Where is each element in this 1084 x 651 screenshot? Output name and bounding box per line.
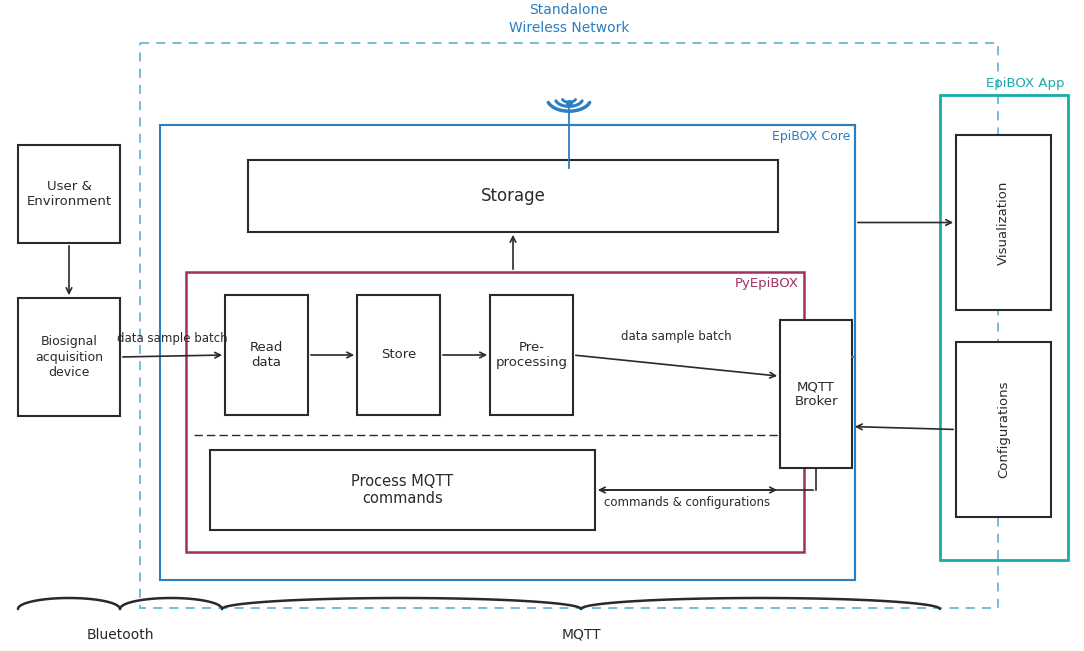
Bar bbox=[956, 135, 1051, 310]
Bar bbox=[160, 125, 855, 580]
Bar bbox=[940, 95, 1068, 560]
Text: PyEpiBOX: PyEpiBOX bbox=[735, 277, 799, 290]
Text: data sample batch: data sample batch bbox=[621, 330, 732, 343]
Text: Store: Store bbox=[380, 348, 416, 361]
Text: EpiBOX Core: EpiBOX Core bbox=[772, 130, 850, 143]
Text: Pre-
processing: Pre- processing bbox=[495, 341, 568, 369]
Text: Configurations: Configurations bbox=[997, 381, 1010, 478]
Bar bbox=[780, 320, 852, 468]
Bar bbox=[18, 298, 120, 416]
Text: Bluetooth: Bluetooth bbox=[87, 628, 154, 642]
Bar bbox=[225, 295, 308, 415]
Text: Standalone
Wireless Network: Standalone Wireless Network bbox=[508, 3, 629, 35]
Bar bbox=[357, 295, 440, 415]
Bar bbox=[248, 160, 778, 232]
Text: User &
Environment: User & Environment bbox=[26, 180, 112, 208]
Bar bbox=[18, 145, 120, 243]
Text: Visualization: Visualization bbox=[997, 180, 1010, 265]
Bar bbox=[186, 272, 804, 552]
Text: Storage: Storage bbox=[480, 187, 545, 205]
Text: data sample batch: data sample batch bbox=[117, 332, 228, 345]
Bar bbox=[956, 342, 1051, 517]
Bar bbox=[210, 450, 595, 530]
Text: Process MQTT
commands: Process MQTT commands bbox=[351, 474, 453, 506]
Text: Biosignal
acquisition
device: Biosignal acquisition device bbox=[35, 335, 103, 378]
Bar bbox=[490, 295, 573, 415]
Text: commands & configurations: commands & configurations bbox=[605, 496, 771, 509]
Text: MQTT
Broker: MQTT Broker bbox=[795, 380, 838, 408]
Text: MQTT: MQTT bbox=[562, 628, 601, 642]
Text: EpiBOX App: EpiBOX App bbox=[986, 77, 1064, 90]
Text: Read
data: Read data bbox=[249, 341, 283, 369]
Bar bbox=[140, 43, 998, 608]
